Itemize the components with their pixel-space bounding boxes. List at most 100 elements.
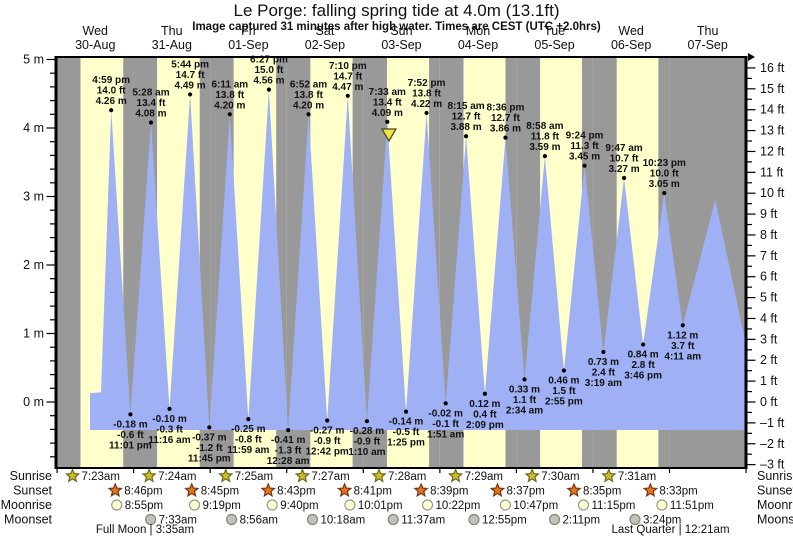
tide-m-label: 0.12 m [469, 399, 500, 410]
sunset-star-icon [566, 482, 582, 498]
sunset-star-icon [260, 482, 276, 498]
tide-m-label: -0.14 m [389, 417, 424, 428]
tide-ft-label: 11.3 ft [570, 141, 599, 152]
y-axis-left-tick [50, 86, 55, 88]
sunrise-marker: 7:30am [524, 467, 580, 483]
tide-low-dot [443, 401, 448, 406]
tide-ft-label: -1.2 ft [196, 443, 223, 454]
tide-low-dot [561, 368, 566, 373]
tide-ft-label: 13.4 ft [373, 97, 403, 108]
day-date-label: 30-Aug [75, 38, 115, 52]
current-time-marker [380, 128, 398, 143]
sunset-time: 8:37pm [507, 486, 545, 498]
moonrise-marker: 9:19pm [188, 499, 241, 512]
moonrise-marker: 11:51pm [656, 499, 714, 512]
tide-low-dot [641, 342, 646, 347]
moonrise-marker: 10:22pm [421, 499, 480, 512]
sunrise-marker: 7:27am [294, 467, 350, 483]
y-axis-left-label: 4 m [23, 121, 44, 135]
tide-m-label: 4.47 m [332, 82, 363, 93]
tide-time-label: 11:01 pm [109, 440, 152, 451]
tide-high-dot [345, 93, 350, 98]
y-axis-right-tick [747, 328, 752, 330]
row-label-left-sunrise: Sunrise [10, 469, 52, 483]
tide-time-label: 2:34 am [506, 405, 543, 416]
y-axis-left-tick [50, 100, 55, 102]
tide-time-label: 6:27 pm [250, 55, 288, 66]
y-axis-right-tick [747, 223, 752, 226]
tide-low-dot [286, 427, 291, 433]
y-axis-left-line [54, 57, 58, 468]
sunset-marker: 8:35pm [566, 482, 621, 498]
tide-ft-label: -0.5 ft [393, 427, 420, 438]
y-axis-right-tick [747, 129, 756, 132]
day-name-label: Fri [241, 24, 256, 38]
moonrise-time: 10:47pm [513, 500, 558, 512]
y-axis-left-tick [50, 141, 55, 143]
y-axis-right-label: 9 ft [760, 207, 778, 221]
tide-ft-label: 14.7 ft [333, 71, 363, 82]
sunset-time: 8:46pm [124, 486, 162, 498]
tide-high-dot [306, 112, 311, 117]
tide-high-dot [385, 119, 390, 124]
astro-rows: Sunrise Sunrise 7:23am 7:24am 7:25am 7:27am 7:… [1, 467, 793, 536]
y-axis-left-tick [50, 456, 55, 458]
tide-m-label: 3.86 m [490, 124, 521, 135]
tide-ft-label: 3.7 ft [671, 341, 695, 352]
y-axis-left-tick [50, 346, 55, 348]
y-axis-left-tick [46, 58, 55, 61]
moonrise-circle-icon [656, 499, 668, 511]
moonrise-marker: 10:47pm [499, 499, 558, 512]
sunrise-time: 7:27am [311, 471, 349, 483]
sunrise-marker: 7:28am [371, 467, 426, 483]
x-axis-day-tick [286, 468, 288, 473]
tide-time-label: 3:19 am [585, 378, 622, 389]
moon-phase-caption: Full Moon | 3:35am [96, 524, 194, 536]
y-axis-right-tick [747, 88, 756, 90]
sunset-marker: 8:37pm [489, 482, 545, 498]
sunset-time: 8:43pm [277, 486, 315, 498]
day-name-label: Sun [390, 24, 412, 38]
x-axis-top-line [54, 56, 748, 58]
y-axis-left-tick [50, 374, 55, 376]
y-axis-left-tick [50, 250, 55, 252]
y-axis-right-label: –3 ft [760, 458, 785, 472]
x-axis-day-tick [668, 468, 671, 473]
page-title: Le Porge: falling spring tide at 4.0m (1… [233, 1, 560, 20]
sunrise-star-icon [371, 467, 387, 483]
y-axis-left-tick [50, 305, 55, 307]
y-axis-left-label: 5 m [23, 53, 44, 67]
y-axis-right-tick [747, 244, 752, 247]
y-axis-right-tick [747, 401, 756, 403]
sunset-star-icon [413, 482, 429, 498]
sunrise-time: 7:24am [158, 471, 196, 483]
moonset-circle-icon [629, 513, 641, 526]
y-axis-right-label: 14 ft [760, 103, 785, 117]
moonrise-time: 8:55pm [125, 500, 163, 512]
tide-m-label: -0.18 m [113, 419, 148, 430]
row-label-right-sunset: Sunset [757, 484, 793, 498]
moonset-circle-icon [468, 513, 480, 526]
tide-low: 1.12 m3.7 ft4:11 am [664, 323, 701, 362]
y-axis-left-tick [46, 127, 55, 129]
sunrise-star-icon [218, 467, 234, 483]
x-axis-day-tick [592, 468, 594, 473]
tide-m-label: 4.20 m [293, 100, 324, 111]
row-label-left-sunset: Sunset [13, 484, 52, 498]
tide-ft-label: 2.4 ft [592, 367, 616, 378]
tide-m-label: 3.59 m [529, 142, 560, 153]
tide-low-dot [167, 406, 172, 411]
y-axis-right-tick [747, 192, 756, 194]
tide-high-dot [503, 135, 508, 140]
chart-subtitle: Image captured 31 minutes after high wat… [192, 21, 601, 33]
night-band [123, 57, 134, 468]
y-axis-right-tick [747, 380, 756, 382]
tide-low: 0.84 m2.8 ft3:46 pm [624, 342, 662, 381]
sunrise-time: 7:23am [82, 471, 120, 483]
y-axis-right-label: 8 ft [760, 228, 778, 242]
